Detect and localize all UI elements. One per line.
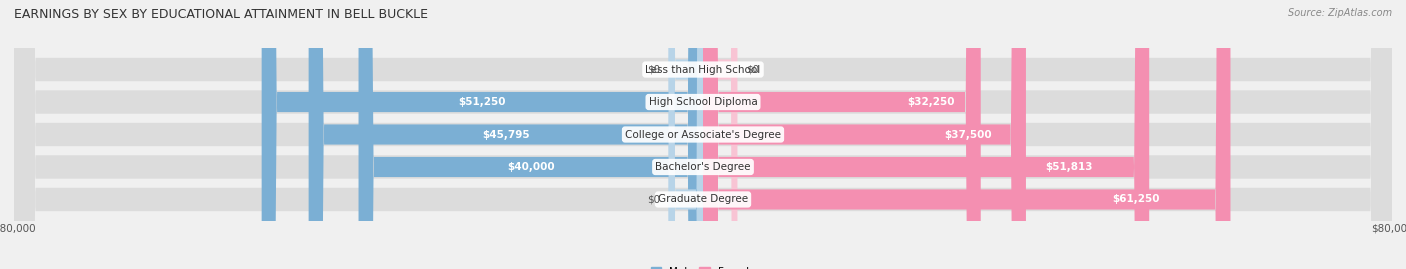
FancyBboxPatch shape (14, 0, 1392, 269)
FancyBboxPatch shape (703, 0, 1149, 269)
FancyBboxPatch shape (669, 0, 703, 269)
FancyBboxPatch shape (14, 0, 1392, 269)
Text: $32,250: $32,250 (907, 97, 955, 107)
Text: $0: $0 (647, 194, 659, 204)
Text: $0: $0 (747, 65, 759, 75)
FancyBboxPatch shape (703, 0, 1230, 269)
FancyBboxPatch shape (703, 0, 981, 269)
Text: $45,795: $45,795 (482, 129, 530, 140)
FancyBboxPatch shape (309, 0, 703, 269)
Text: $61,250: $61,250 (1112, 194, 1160, 204)
Text: $51,813: $51,813 (1045, 162, 1092, 172)
Text: EARNINGS BY SEX BY EDUCATIONAL ATTAINMENT IN BELL BUCKLE: EARNINGS BY SEX BY EDUCATIONAL ATTAINMEN… (14, 8, 427, 21)
FancyBboxPatch shape (703, 0, 738, 269)
Text: College or Associate's Degree: College or Associate's Degree (626, 129, 780, 140)
FancyBboxPatch shape (14, 0, 1392, 269)
FancyBboxPatch shape (14, 0, 1392, 269)
Text: Graduate Degree: Graduate Degree (658, 194, 748, 204)
FancyBboxPatch shape (703, 0, 1026, 269)
Text: Bachelor's Degree: Bachelor's Degree (655, 162, 751, 172)
FancyBboxPatch shape (669, 0, 703, 269)
Text: $51,250: $51,250 (458, 97, 506, 107)
Text: Source: ZipAtlas.com: Source: ZipAtlas.com (1288, 8, 1392, 18)
FancyBboxPatch shape (262, 0, 703, 269)
Text: $0: $0 (647, 65, 659, 75)
FancyBboxPatch shape (14, 0, 1392, 269)
Text: $40,000: $40,000 (508, 162, 554, 172)
Text: $37,500: $37,500 (943, 129, 991, 140)
Legend: Male, Female: Male, Female (647, 263, 759, 269)
Text: Less than High School: Less than High School (645, 65, 761, 75)
FancyBboxPatch shape (359, 0, 703, 269)
Text: High School Diploma: High School Diploma (648, 97, 758, 107)
